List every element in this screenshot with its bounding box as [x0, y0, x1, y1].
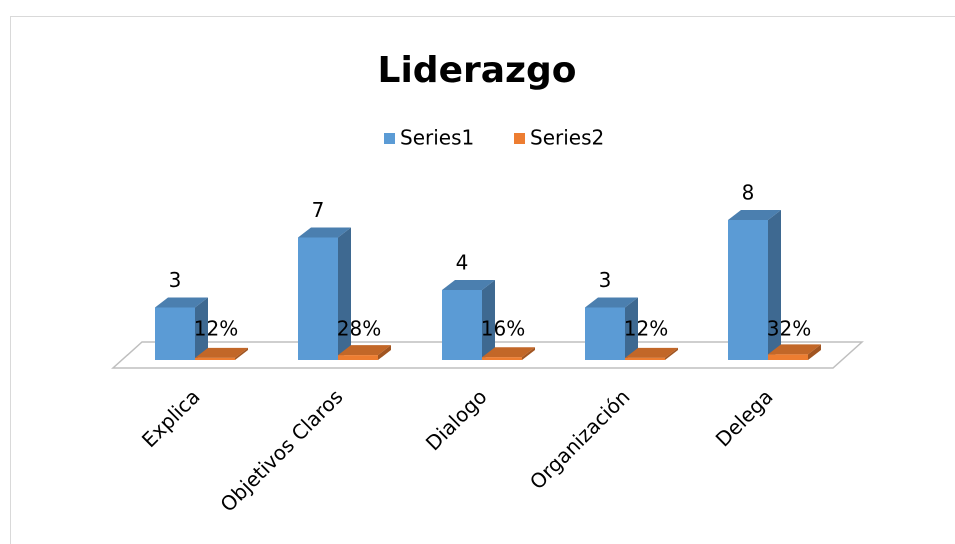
bar-face [338, 355, 378, 360]
data-label: 32% [767, 317, 811, 341]
bar [298, 227, 351, 360]
chart-title: Liderazgo [378, 50, 577, 91]
bar-face [442, 280, 495, 290]
bar [442, 280, 495, 360]
bar-face [195, 357, 235, 360]
bar-face [625, 297, 638, 360]
data-label: 3 [599, 268, 612, 292]
bar [195, 347, 248, 360]
bar-face [728, 210, 781, 220]
data-label: 12% [194, 317, 238, 341]
bar-face [482, 357, 522, 360]
bar [728, 210, 781, 360]
bar-face [625, 347, 678, 358]
bar-face [378, 345, 391, 360]
legend-swatch [384, 133, 395, 144]
data-label: 28% [337, 317, 381, 341]
bar-face [665, 347, 678, 360]
bar [768, 344, 821, 360]
bar-face [768, 210, 781, 360]
legend-swatch [514, 133, 525, 144]
bar-face [338, 345, 391, 356]
bar-face [585, 307, 625, 360]
bar [155, 297, 208, 360]
bar-face [298, 237, 338, 360]
data-label: 7 [312, 198, 325, 222]
bar-face [155, 307, 195, 360]
bar-face [585, 297, 638, 308]
bar-face [195, 347, 248, 358]
bar-face [808, 344, 821, 360]
bar-face [298, 227, 351, 238]
bar-face [522, 347, 535, 360]
bar-face [482, 347, 535, 358]
bar-face [728, 220, 768, 360]
bar-face [442, 290, 482, 360]
bar-face [768, 354, 808, 360]
data-label: 16% [481, 317, 525, 341]
bar [482, 347, 535, 360]
bar-face [155, 297, 208, 308]
bar-face [235, 347, 248, 360]
bar-face [195, 297, 208, 360]
bar [338, 345, 391, 360]
data-label: 12% [624, 317, 668, 341]
bar-face [482, 280, 495, 360]
legend-label: Series1 [400, 126, 474, 150]
bar-face [338, 227, 351, 360]
bar-face [768, 344, 821, 355]
data-label: 4 [456, 251, 469, 275]
bar [625, 347, 678, 360]
data-label: 8 [742, 181, 755, 205]
bar-face [625, 357, 665, 360]
bar [585, 297, 638, 360]
data-label: 3 [169, 268, 182, 292]
legend-label: Series2 [530, 126, 604, 150]
